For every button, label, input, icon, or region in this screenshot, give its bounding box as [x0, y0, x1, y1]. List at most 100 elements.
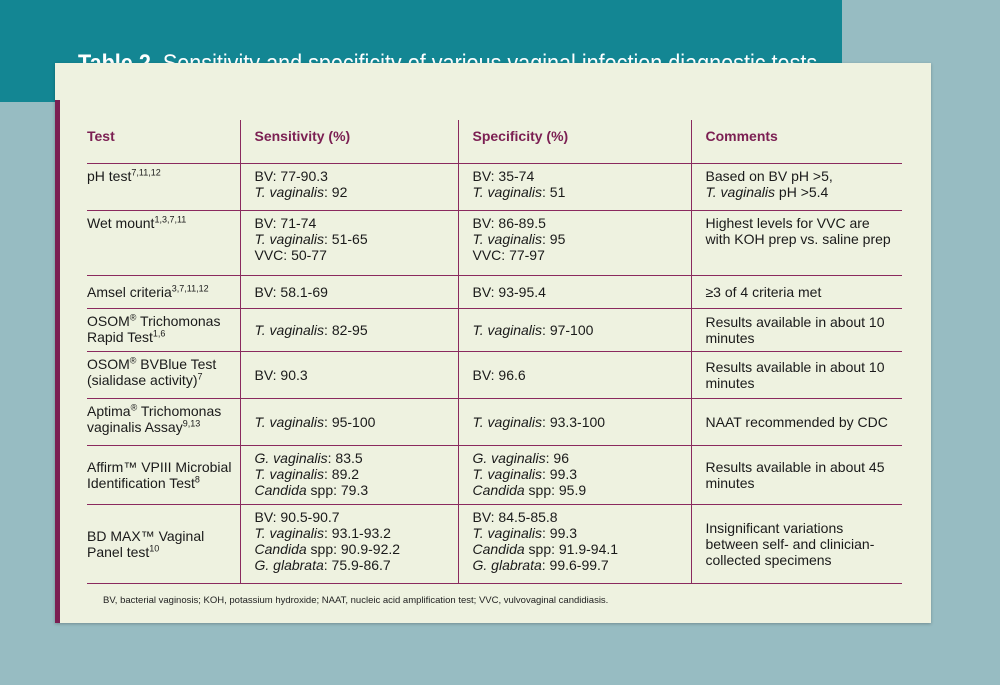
test-name: Amsel criteria — [87, 284, 172, 300]
test-name-part: Rapid Test — [87, 329, 153, 345]
value: : 83.5 — [327, 450, 363, 466]
test-cell: OSOM® BVBlue Test (sialidase activity)7 — [87, 351, 240, 399]
organism-label: BV — [472, 168, 491, 184]
value: spp: 91.9-94.1 — [524, 541, 619, 557]
value-line: BV: 77-90.3 — [255, 168, 452, 184]
value-line: BV: 90.5-90.7 — [255, 509, 452, 525]
diagnostic-tests-table: Test Sensitivity (%) Specificity (%) Com… — [87, 120, 902, 584]
value: 95-100 — [331, 414, 376, 430]
specificity-cell: BV: 93-95.4 — [457, 275, 691, 309]
value-line: BV: 86-89.5 — [473, 215, 685, 231]
value: : 77-90.3 — [272, 168, 328, 184]
value: : 51 — [542, 184, 566, 200]
specificity-cell: T. vaginalis: 93.3-100 — [457, 398, 691, 446]
value: : 51-65 — [324, 231, 368, 247]
header-test: Test — [87, 120, 240, 164]
table-row-affirm: Affirm™ VPIII Microbial Identification Te… — [87, 445, 902, 505]
organism-label: Candida — [472, 541, 525, 557]
test-name-part: vaginalis Assay — [87, 419, 183, 435]
value: : 89.2 — [324, 466, 360, 482]
table-row-osom-bvblue: OSOM® BVBlue Test (sialidase activity)7 B… — [87, 351, 902, 399]
organism-label: G. glabrata — [472, 557, 542, 573]
test-refs: 1,6 — [152, 328, 166, 339]
sensitivity-cell: BV: 71-74 T. vaginalis: 51-65 VVC: 50-77 — [239, 210, 458, 276]
value: : 99.6-99.7 — [541, 557, 609, 573]
value-line: Candida spp: 95.9 — [473, 482, 685, 498]
organism-label: G. vaginalis — [254, 450, 328, 466]
value: 82-95 — [331, 322, 368, 338]
header-sensitivity: Sensitivity (%) — [239, 120, 458, 164]
value-line: T. vaginalis: 51-65 — [255, 231, 452, 247]
value: spp: 79.3 — [306, 482, 369, 498]
test-cell: BD MAX™ Vaginal Panel test10 — [87, 504, 240, 584]
comment-cell: Based on BV pH >5, T. vaginalis pH >5.4 — [690, 163, 902, 211]
table-row-ph-test: pH test7,11,12 BV: 77-90.3 T. vaginalis: … — [87, 163, 902, 211]
header-comments: Comments — [690, 120, 902, 164]
test-name-part: BVBlue Test — [136, 356, 217, 372]
organism-label: G. vaginalis — [472, 450, 546, 466]
test-name-part: Trichomonas — [136, 313, 221, 329]
value-line: T. vaginalis: 99.3 — [473, 525, 685, 541]
organism-label: BV — [254, 509, 273, 525]
test-cell: Affirm™ VPIII Microbial Identification Te… — [87, 445, 240, 505]
organism-label: BV — [472, 509, 491, 525]
value-line: G. glabrata: 75.9-86.7 — [255, 557, 452, 573]
organism-label: T. vaginalis — [254, 322, 325, 338]
sensitivity-cell: BV: 90.3 — [239, 351, 458, 399]
organism-label: Candida — [472, 482, 525, 498]
sensitivity-cell: T. vaginalis: 95-100 — [239, 398, 458, 446]
test-cell: Wet mount1,3,7,11 — [87, 210, 240, 276]
table-row-amsel-criteria: Amsel criteria3,7,11,12 BV: 58.1-69 BV: … — [87, 275, 902, 309]
organism-label: BV — [254, 168, 273, 184]
sensitivity-cell: G. vaginalis: 83.5 T. vaginalis: 89.2 Cand… — [239, 445, 458, 505]
value-line: Candida spp: 91.9-94.1 — [473, 541, 685, 557]
comment-rest: pH >5.4 — [778, 184, 829, 200]
organism-label: VVC — [254, 247, 284, 263]
comment-line: Based on BV pH >5, — [705, 168, 833, 184]
value: : 86-89.5 — [490, 215, 546, 231]
comment-cell: Results available in about 10 minutes — [690, 308, 902, 352]
organism-label: T. vaginalis — [472, 231, 543, 247]
test-refs: 9,13 — [182, 418, 201, 429]
sensitivity-cell: BV: 58.1-69 — [239, 275, 458, 309]
test-cell: OSOM® Trichomonas Rapid Test1,6 — [87, 308, 240, 352]
test-name-part: Identification Test — [87, 475, 195, 491]
value-line: VVC: 77-97 — [473, 247, 685, 263]
organism-label: T. vaginalis — [705, 184, 776, 200]
test-name: OSOM — [87, 313, 130, 329]
table-footnote: BV, bacterial vaginosis; KOH, potassium … — [103, 595, 609, 606]
value: : 96 — [545, 450, 570, 466]
value: spp: 90.9-92.2 — [306, 541, 401, 557]
value: : 93.1-93.2 — [324, 525, 391, 541]
test-refs: 8 — [194, 474, 200, 485]
value-line: Candida spp: 79.3 — [255, 482, 452, 498]
comment-cell: Results available in about 10 minutes — [690, 351, 902, 399]
test-name: Wet mount — [87, 215, 155, 231]
value: : 50-77 — [283, 247, 327, 263]
value-line: T. vaginalis: 99.3 — [473, 466, 685, 482]
comment-cell: Insignificant variations between self- a… — [690, 504, 902, 584]
test-name: Aptima — [87, 403, 131, 419]
test-name: Affirm™ VPIII Microbial — [87, 459, 232, 475]
header-specificity: Specificity (%) — [457, 120, 691, 164]
specificity-cell: BV: 35-74 T. vaginalis: 51 — [457, 163, 691, 211]
specificity-cell: BV: 86-89.5 T. vaginalis: 95 VVC: 77-97 — [457, 210, 691, 276]
comment-cell: ≥3 of 4 criteria met — [690, 275, 902, 309]
value: 97-100 — [549, 322, 594, 338]
test-refs: 3,7,11,12 — [171, 283, 209, 294]
value-line: BV: 71-74 — [255, 215, 452, 231]
test-name: OSOM — [87, 356, 130, 372]
organism-label: BV — [254, 215, 273, 231]
test-refs: 7 — [197, 371, 203, 382]
value: : 35-74 — [490, 168, 535, 184]
organism-label: BV — [472, 215, 491, 231]
organism-label: T. vaginalis — [254, 231, 325, 247]
table-row-osom-trichomonas: OSOM® Trichomonas Rapid Test1,6 T. vagina… — [87, 308, 902, 352]
value-line: T. vaginalis: 51 — [473, 184, 685, 200]
value-line: G. vaginalis: 83.5 — [255, 450, 452, 466]
test-name: BD MAX™ Vaginal — [87, 528, 205, 544]
registered-mark: ® — [129, 355, 137, 366]
organism-label: Candida — [254, 482, 307, 498]
sensitivity-cell: BV: 77-90.3 T. vaginalis: 92 — [239, 163, 458, 211]
card-accent-bar — [55, 100, 60, 623]
